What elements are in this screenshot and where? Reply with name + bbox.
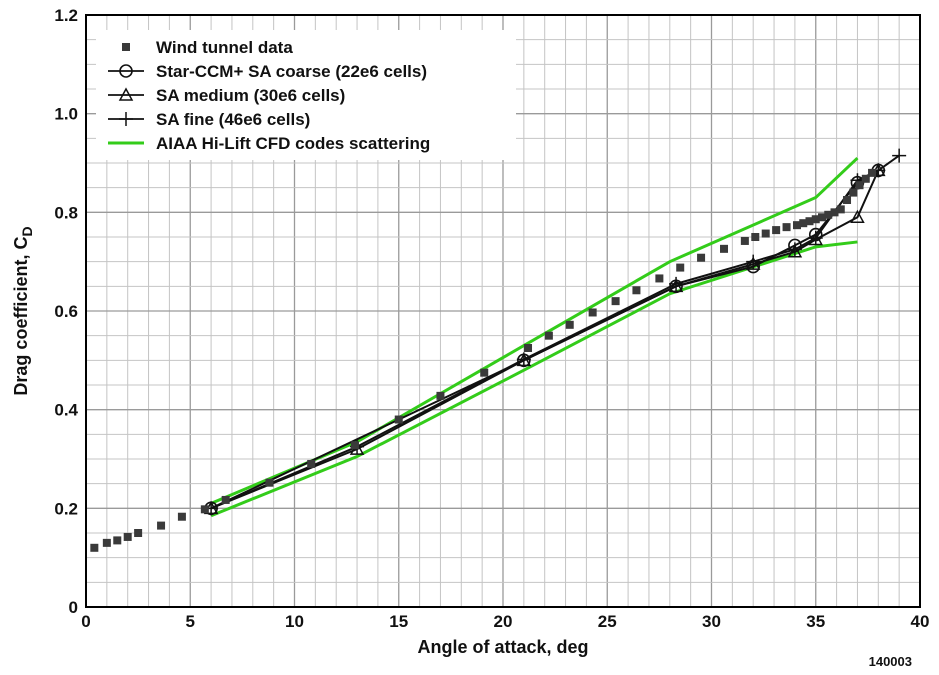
wind-tunnel-point bbox=[868, 168, 877, 177]
legend-entry: SA fine (46e6 cells) bbox=[108, 110, 310, 129]
legend-swatch-marker bbox=[118, 87, 134, 101]
x-axis-title: Angle of attack, deg bbox=[417, 637, 588, 657]
wind-tunnel-point bbox=[849, 188, 858, 197]
wind-tunnel-point bbox=[740, 236, 749, 245]
data-point bbox=[892, 148, 907, 163]
x-tick-label: 10 bbox=[285, 612, 304, 631]
cfd-scatter-band bbox=[210, 156, 859, 518]
y-tick-label: 0.8 bbox=[54, 203, 78, 222]
wind-tunnel-point bbox=[102, 538, 111, 547]
x-tick-label: 30 bbox=[702, 612, 721, 631]
wind-tunnel-point bbox=[676, 263, 685, 272]
legend-swatch-marker bbox=[119, 112, 133, 126]
wind-tunnel-point bbox=[830, 208, 839, 217]
wind-tunnel-point bbox=[855, 181, 864, 190]
wind-tunnel-point bbox=[544, 331, 553, 340]
wind-tunnel-point bbox=[836, 205, 845, 214]
x-tick-label: 5 bbox=[186, 612, 195, 631]
wind-tunnel-point bbox=[177, 512, 186, 521]
wind-tunnel-point bbox=[799, 219, 808, 228]
cfd-band-lower-line bbox=[210, 240, 858, 518]
y-axis-title: Drag coefficient, CD bbox=[11, 226, 35, 395]
data-point bbox=[669, 276, 684, 291]
wind-tunnel-point bbox=[123, 532, 132, 541]
legend: Wind tunnel data Star-CCM+ SA coarse (22e… bbox=[96, 30, 516, 160]
data-point bbox=[745, 256, 761, 270]
legend-background bbox=[96, 30, 516, 160]
data-point bbox=[746, 254, 761, 269]
legend-entry: SA medium (30e6 cells) bbox=[108, 86, 345, 105]
y-tick-label: 0.6 bbox=[54, 302, 78, 321]
legend-entry: Star-CCM+ SA coarse (22e6 cells) bbox=[108, 62, 427, 81]
wind-tunnel-point bbox=[221, 495, 230, 504]
wind-tunnel-point bbox=[632, 286, 641, 295]
wind-tunnel-point bbox=[565, 320, 574, 329]
wind-tunnel-point bbox=[611, 297, 620, 306]
legend-swatch bbox=[122, 43, 130, 51]
y-tick-label: 0.2 bbox=[54, 499, 78, 518]
x-tick-label: 40 bbox=[911, 612, 930, 631]
y-tick-label: 1.0 bbox=[54, 105, 78, 124]
legend-label: SA medium (30e6 cells) bbox=[156, 86, 345, 105]
wind-tunnel-point bbox=[751, 233, 760, 241]
wind-tunnel-point bbox=[350, 441, 359, 450]
wind-tunnel-point bbox=[588, 308, 597, 317]
wind-tunnel-point bbox=[265, 478, 274, 487]
wind-tunnel-point bbox=[782, 223, 791, 232]
wind-tunnel-point bbox=[307, 459, 316, 468]
data-point bbox=[808, 230, 823, 245]
legend-label: Wind tunnel data bbox=[156, 38, 293, 57]
x-tick-label: 15 bbox=[389, 612, 408, 631]
wind-tunnel-point bbox=[824, 210, 833, 219]
wind-tunnel-point bbox=[811, 215, 820, 224]
data-point bbox=[516, 352, 531, 367]
data-point bbox=[787, 242, 802, 257]
wind-tunnel-point bbox=[524, 344, 533, 352]
wind-tunnel-point bbox=[720, 244, 729, 253]
wind-tunnel-point bbox=[761, 229, 770, 238]
tick-labels: 0 5 10 15 20 25 30 35 40 0 0.2 0.4 0.6 0.8 1.0 1.2 bbox=[54, 6, 929, 631]
wind-tunnel-point bbox=[200, 505, 209, 514]
legend-label: Star-CCM+ SA coarse (22e6 cells) bbox=[156, 62, 427, 81]
legend-swatch-marker bbox=[119, 64, 133, 78]
wind-tunnel-point bbox=[818, 213, 827, 222]
wind-tunnel-point bbox=[436, 391, 445, 400]
wind-tunnel-point bbox=[157, 521, 166, 530]
wind-tunnel-point bbox=[394, 415, 403, 424]
legend-entry: Wind tunnel data bbox=[122, 38, 293, 57]
x-tick-label: 35 bbox=[806, 612, 825, 631]
x-tick-label: 25 bbox=[598, 612, 617, 631]
cfd-band-upper-line bbox=[210, 156, 859, 505]
legend-label: AIAA Hi-Lift CFD codes scattering bbox=[156, 134, 430, 153]
y-axis-title-main: Drag coefficient, C bbox=[11, 237, 31, 396]
x-tick-label: 0 bbox=[81, 612, 90, 631]
wind-tunnel-point bbox=[134, 529, 143, 537]
legend-entry: AIAA Hi-Lift CFD codes scattering bbox=[108, 134, 430, 153]
y-tick-label: 0 bbox=[69, 598, 78, 617]
wind-tunnel-point bbox=[805, 217, 814, 226]
data-point bbox=[850, 209, 865, 224]
wind-tunnel-point bbox=[843, 196, 852, 204]
wind-tunnel-point bbox=[861, 174, 870, 183]
y-tick-label: 1.2 bbox=[54, 6, 78, 25]
series-line bbox=[210, 154, 900, 510]
y-axis-title-subscript: D bbox=[19, 226, 35, 236]
data-point bbox=[787, 244, 803, 258]
legend-label: SA fine (46e6 cells) bbox=[156, 110, 310, 129]
wind-tunnel-point bbox=[697, 253, 706, 262]
wind-tunnel-point bbox=[90, 543, 99, 552]
plot-frame bbox=[85, 14, 921, 608]
wind-tunnel-point bbox=[113, 536, 122, 545]
figure-id: 140003 bbox=[869, 654, 912, 669]
wind-tunnel-point bbox=[655, 274, 664, 283]
x-tick-label: 20 bbox=[494, 612, 513, 631]
wind-tunnel-markers bbox=[90, 168, 877, 552]
y-tick-label: 0.4 bbox=[54, 401, 78, 420]
wind-tunnel-point bbox=[792, 221, 801, 230]
wind-tunnel-point bbox=[480, 368, 489, 377]
wind-tunnel-point bbox=[772, 226, 781, 235]
